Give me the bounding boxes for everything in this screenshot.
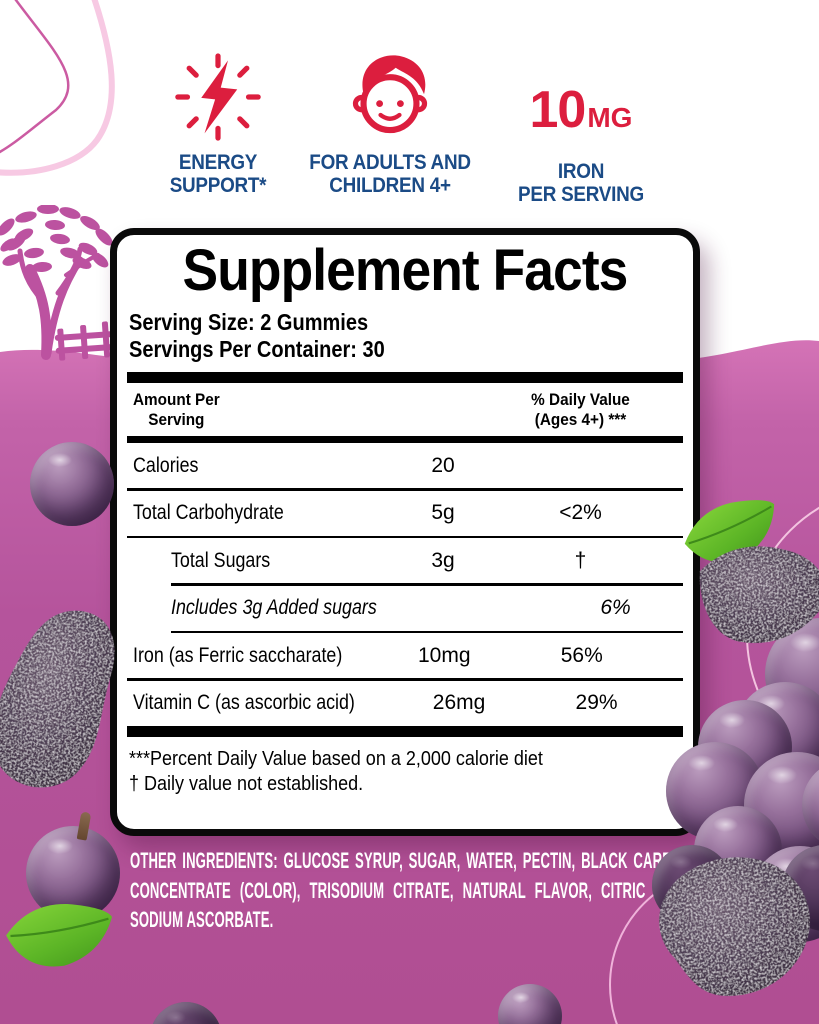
column-dv-line2: (Ages 4+) *** (534, 410, 627, 429)
table-row: Includes 3g Added sugars 6% (127, 586, 683, 631)
row-amount: 20 (431, 453, 455, 477)
iron-amount-value: 10 (529, 81, 587, 139)
row-dv: 6% (600, 596, 631, 619)
fence-silhouette (54, 321, 114, 361)
row-dv: 29% (575, 691, 618, 714)
column-amount-line1: Amount Per (133, 390, 220, 409)
gummy-left (0, 610, 115, 788)
row-name: Iron (as Ferric saccharate) (133, 643, 343, 667)
badge-audience-label-line1: FOR ADULTS AND (309, 151, 471, 174)
badge-energy-label-line2: SUPPORT* (169, 174, 267, 197)
child-face-icon (352, 55, 428, 134)
grape (150, 1002, 222, 1024)
column-dv-line1: % Daily Value (531, 390, 630, 409)
divider-thick (127, 372, 683, 383)
row-separator (171, 583, 683, 586)
row-amount: 3g (431, 548, 455, 572)
servings-per-container: Servings Per Container: 30 (129, 336, 385, 362)
row-name: Total Sugars (171, 548, 271, 572)
serving-size: Serving Size: 2 Gummies (129, 309, 369, 335)
badge-energy-support: ENERGY SUPPORT* (126, 48, 310, 197)
row-name: Total Carbohydrate (133, 501, 284, 524)
table-row: Vitamin C (as ascorbic acid) 26mg 29% (127, 681, 683, 726)
tree-silhouette (0, 205, 114, 361)
grape (30, 442, 114, 526)
iron-amount-unit: MG (587, 102, 633, 133)
row-separator (127, 678, 683, 681)
badge-adults-children: FOR ADULTS AND CHILDREN 4+ (295, 48, 485, 197)
footnotes: ***Percent Daily Value based on a 2,000 … (129, 747, 579, 798)
lightning-bolt-icon (175, 53, 261, 141)
row-separator (171, 630, 683, 633)
table-header: Amount Per Serving % Daily Value (Ages 4… (127, 383, 683, 436)
row-dv: 56% (560, 643, 603, 667)
iron-amount: 10MG (488, 84, 674, 149)
grape-with-stem (26, 811, 120, 920)
row-dv: † (574, 548, 587, 572)
badge-iron-amount: 10MG IRON PER SERVING (488, 48, 674, 206)
row-dv: <2% (559, 501, 602, 524)
supplement-facts-panel: Supplement Facts Serving Size: 2 Gummies… (110, 228, 700, 836)
badge-audience-label-line2: CHILDREN 4+ (329, 174, 451, 197)
other-ingredients: OTHER INGREDIENTS: GLUCOSE SYRUP, SUGAR,… (130, 846, 690, 935)
row-name: Vitamin C (as ascorbic acid) (133, 691, 355, 714)
swirl-decoration (0, 0, 115, 176)
row-amount: 5g (431, 501, 455, 524)
panel-title: Supplement Facts (182, 238, 629, 303)
footnote-dagger: † Daily value not established. (129, 773, 364, 795)
leaf-bottom-left (6, 903, 113, 967)
gummy-bottom-right (659, 857, 810, 996)
row-name: Calories (133, 453, 199, 477)
table-row: Calories 20 (127, 443, 683, 488)
row-name: Includes 3g Added sugars (171, 596, 377, 619)
badge-iron-label-line2: PER SERVING (518, 183, 644, 206)
other-ingredients-label: OTHER INGREDIENTS: (130, 848, 278, 873)
table-row: Total Carbohydrate 5g <2% (127, 491, 683, 536)
divider-medium (127, 436, 683, 443)
column-amount-line2: Serving (148, 410, 205, 429)
row-amount: 10mg (417, 643, 471, 667)
table-row: Iron (as Ferric saccharate) 10mg 56% (127, 633, 683, 678)
badge-iron-label-line1: IRON (557, 160, 605, 183)
row-separator (127, 535, 683, 538)
badge-energy-label-line1: ENERGY (178, 151, 258, 174)
divider-thick (127, 725, 683, 737)
row-amount: 26mg (432, 691, 486, 714)
gummy-right (699, 546, 819, 643)
footnote-daily-value: ***Percent Daily Value based on a 2,000 … (129, 747, 543, 770)
other-ingredients-text: GLUCOSE SYRUP, SUGAR, WATER, PECTIN, BLA… (130, 848, 691, 932)
row-separator (127, 488, 683, 491)
table-row: Total Sugars 3g † (127, 538, 683, 583)
